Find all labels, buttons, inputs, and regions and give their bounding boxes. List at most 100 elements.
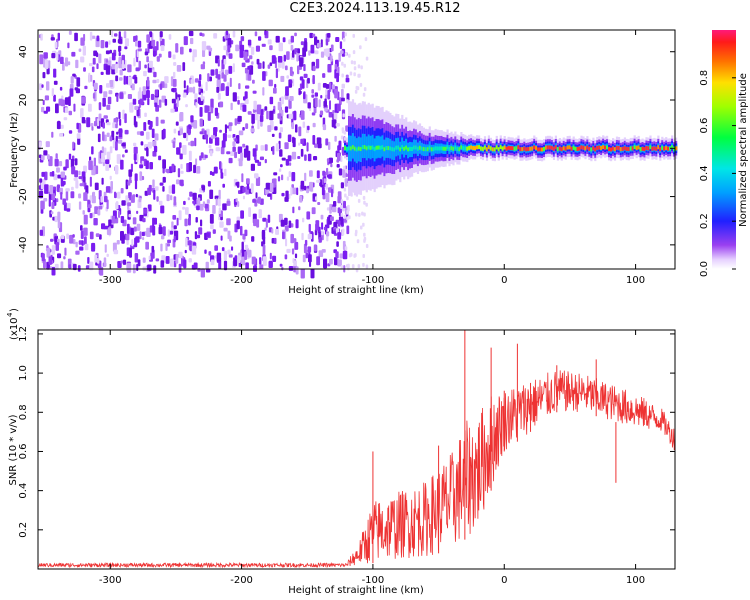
heatmap-cell bbox=[338, 168, 343, 176]
heatmap-cell bbox=[250, 46, 255, 55]
heatmap-cell bbox=[248, 207, 251, 217]
heatmap-cell bbox=[237, 201, 240, 207]
signal-core-cell bbox=[647, 146, 650, 151]
heatmap-cell bbox=[39, 178, 43, 183]
heatmap-cell bbox=[267, 125, 272, 132]
heatmap-cell bbox=[188, 162, 192, 172]
heatmap-cell bbox=[252, 148, 257, 157]
heatmap-cell bbox=[359, 82, 363, 87]
heatmap-cell bbox=[118, 111, 121, 119]
heatmap-cell bbox=[56, 121, 61, 130]
heatmap-cell bbox=[146, 56, 149, 63]
heatmap-cell bbox=[116, 154, 121, 164]
heatmap-cell bbox=[183, 200, 186, 205]
heatmap-cell bbox=[176, 217, 179, 226]
heatmap-cell bbox=[123, 75, 126, 85]
heatmap-cell bbox=[128, 214, 132, 218]
heatmap-cell bbox=[134, 105, 139, 110]
heatmap-cell bbox=[166, 194, 170, 202]
heatmap-cell bbox=[250, 128, 255, 133]
heatmap-cell bbox=[161, 235, 165, 240]
heatmap-cell bbox=[126, 76, 129, 85]
heatmap-cell bbox=[51, 202, 55, 209]
heatmap-cell bbox=[210, 98, 214, 109]
colorbar-gradient bbox=[712, 30, 736, 269]
heatmap-cell bbox=[294, 32, 297, 37]
heatmap-cell bbox=[271, 133, 275, 137]
signal-core-cell bbox=[438, 146, 441, 151]
heatmap-cell bbox=[322, 124, 327, 131]
heatmap-cell bbox=[253, 218, 257, 227]
heatmap-cell bbox=[235, 44, 239, 52]
heatmap-cell bbox=[153, 145, 158, 153]
signal-core-cell bbox=[600, 146, 603, 150]
heatmap-cell bbox=[318, 99, 321, 108]
heatmap-cell bbox=[223, 250, 227, 261]
heatmap-cell bbox=[74, 158, 78, 166]
heatmap-cell bbox=[294, 253, 298, 259]
x-tick-label: -200 bbox=[230, 575, 253, 586]
heatmap-cell bbox=[237, 115, 242, 122]
heatmap-cell bbox=[287, 155, 292, 162]
heatmap-cell bbox=[105, 186, 111, 193]
signal-core-cell bbox=[594, 147, 597, 152]
heatmap-cell bbox=[313, 244, 317, 252]
heatmap-cell bbox=[346, 216, 349, 221]
heatmap-cell bbox=[171, 88, 175, 92]
heatmap-cell bbox=[259, 264, 264, 270]
heatmap-cell bbox=[61, 234, 65, 240]
heatmap-cell bbox=[135, 193, 138, 198]
heatmap-cell bbox=[256, 104, 262, 115]
signal-core-cell bbox=[405, 145, 408, 150]
heatmap-cell bbox=[201, 185, 206, 191]
heatmap-cell bbox=[102, 122, 105, 129]
heatmap-cell bbox=[176, 65, 182, 72]
heatmap-cell bbox=[292, 258, 295, 264]
heatmap-cell bbox=[68, 153, 72, 160]
signal-core-cell bbox=[665, 146, 668, 150]
signal-core-cell bbox=[480, 146, 483, 151]
heatmap-cell bbox=[111, 215, 116, 224]
heatmap-cell bbox=[139, 164, 143, 169]
heatmap-cell bbox=[56, 52, 59, 61]
heatmap-cell bbox=[330, 55, 333, 62]
heatmap-cell bbox=[128, 179, 132, 184]
heatmap-cell bbox=[156, 79, 160, 83]
signal-core-cell bbox=[533, 145, 536, 150]
heatmap-cell bbox=[44, 184, 49, 194]
heatmap-cell bbox=[311, 89, 314, 94]
heatmap-cell bbox=[347, 266, 350, 271]
heatmap-cell bbox=[277, 56, 283, 63]
heatmap-cell bbox=[286, 176, 290, 181]
heatmap-cell bbox=[199, 131, 204, 135]
heatmap-cell bbox=[348, 215, 351, 220]
heatmap-cell bbox=[68, 264, 72, 269]
heatmap-cell bbox=[232, 146, 236, 152]
heatmap-cell bbox=[190, 140, 195, 147]
heatmap-cell bbox=[202, 201, 206, 207]
heatmap-cell bbox=[91, 66, 95, 73]
heatmap-cell bbox=[287, 134, 292, 142]
heatmap-cell bbox=[65, 57, 69, 67]
heatmap-cell bbox=[286, 248, 291, 253]
heatmap-cell bbox=[304, 239, 308, 246]
heatmap-cell bbox=[57, 32, 60, 41]
colorbar: 0.0 0.2 0.4 0.6 0.8 Normalized spectral ampl… bbox=[699, 30, 749, 277]
signal-core-cell bbox=[422, 147, 426, 152]
signal-core-cell bbox=[460, 145, 463, 150]
signal-core-cell bbox=[505, 146, 508, 151]
heatmap-cell bbox=[300, 110, 305, 120]
signal-core-cell bbox=[513, 146, 516, 151]
heatmap-cell bbox=[264, 106, 268, 111]
heatmap-cell bbox=[134, 253, 139, 263]
heatmap-cell bbox=[47, 154, 50, 160]
heatmap-cell bbox=[350, 60, 354, 65]
heatmap-cell bbox=[53, 80, 58, 85]
heatmap-cell bbox=[134, 76, 138, 84]
heatmap-cell bbox=[327, 90, 331, 100]
heatmap-cell bbox=[83, 67, 86, 72]
heatmap-cell bbox=[215, 198, 218, 206]
heatmap-cell bbox=[281, 157, 286, 161]
heatmap-cell bbox=[328, 141, 331, 150]
x-tick-label: -100 bbox=[362, 575, 385, 586]
